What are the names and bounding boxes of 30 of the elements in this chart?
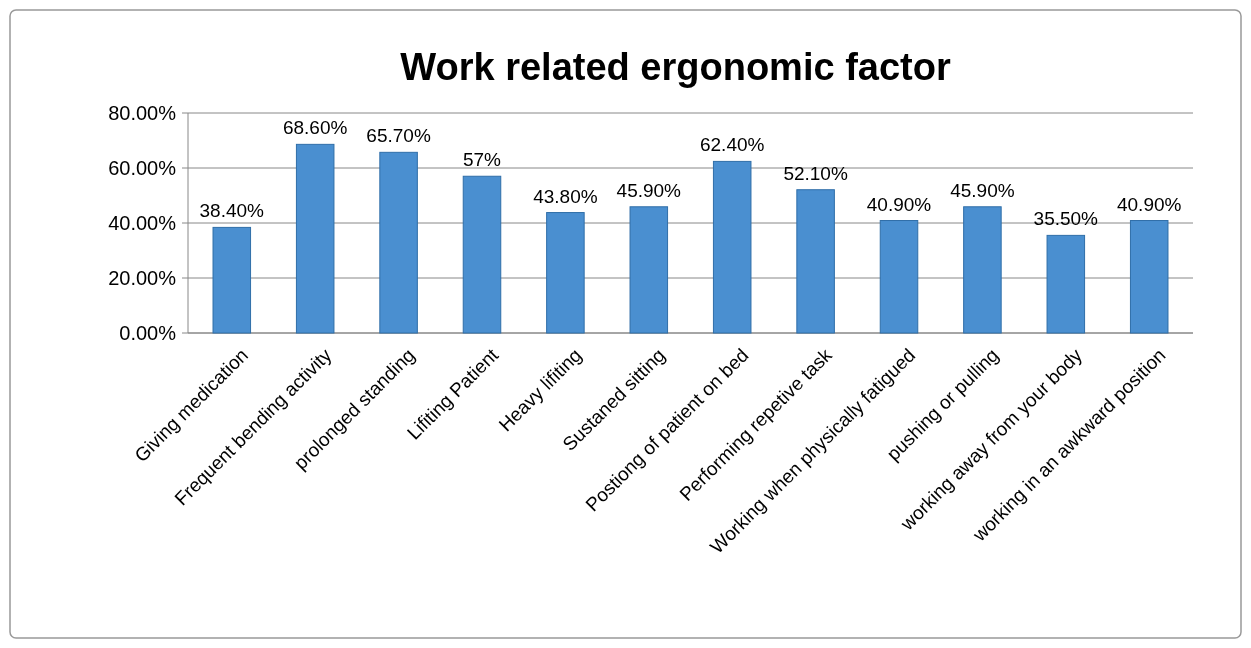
- data-label: 43.80%: [533, 185, 598, 207]
- bar: [1129, 220, 1169, 334]
- bar: [712, 160, 752, 334]
- bar: [295, 143, 335, 334]
- data-label: 62.40%: [699, 134, 765, 156]
- bar: [963, 206, 1002, 334]
- y-tick-label: 60.00%: [108, 157, 177, 179]
- data-label: 45.90%: [616, 179, 682, 201]
- bar: [629, 206, 669, 334]
- y-tick-label: 80.00%: [108, 102, 177, 124]
- data-label: 35.50%: [1033, 208, 1099, 230]
- bar: [546, 212, 585, 334]
- data-label: 45.90%: [950, 179, 1015, 201]
- bar: [212, 226, 252, 334]
- bar: [879, 220, 919, 334]
- data-label: 40.90%: [866, 193, 932, 215]
- bar: [462, 175, 502, 334]
- bar: [379, 151, 418, 334]
- y-tick-label: 40.00%: [108, 212, 177, 234]
- y-tick-label: 0.00%: [119, 322, 177, 344]
- data-label: 57%: [462, 149, 502, 171]
- data-label: 38.40%: [199, 200, 265, 222]
- bar: [796, 189, 835, 334]
- y-tick-label: 20.00%: [108, 267, 177, 289]
- data-label: 52.10%: [783, 162, 848, 184]
- data-label: 40.90%: [1116, 193, 1182, 215]
- data-label: 68.60%: [282, 117, 348, 139]
- bar: [1046, 234, 1086, 334]
- data-label: 65.70%: [366, 125, 431, 147]
- chart-title: Work related ergonomic factor: [400, 46, 951, 88]
